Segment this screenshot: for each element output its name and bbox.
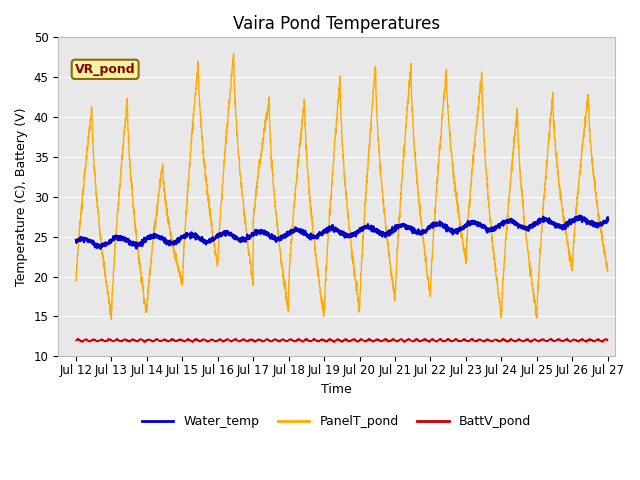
Legend: Water_temp, PanelT_pond, BattV_pond: Water_temp, PanelT_pond, BattV_pond: [137, 410, 536, 433]
X-axis label: Time: Time: [321, 383, 352, 396]
Text: VR_pond: VR_pond: [75, 63, 136, 76]
Title: Vaira Pond Temperatures: Vaira Pond Temperatures: [233, 15, 440, 33]
Y-axis label: Temperature (C), Battery (V): Temperature (C), Battery (V): [15, 108, 28, 286]
